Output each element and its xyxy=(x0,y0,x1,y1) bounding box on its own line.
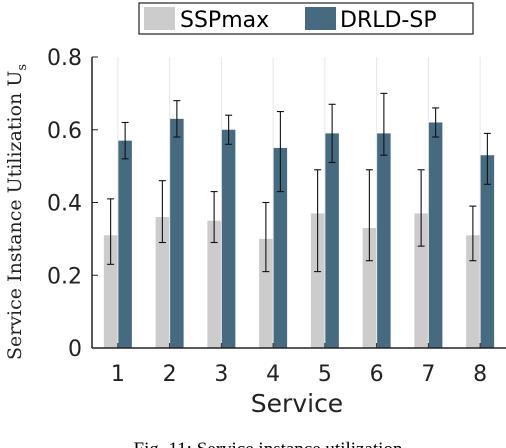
x-tick-label: 5 xyxy=(318,362,332,387)
legend-label-sspmax: SSPmax xyxy=(180,8,269,33)
bars xyxy=(103,118,495,349)
bar-sspmax-2 xyxy=(155,217,170,348)
error-bars xyxy=(107,92,491,273)
y-tick-label: 0.8 xyxy=(47,46,82,71)
bar-drld-sp-4 xyxy=(273,147,288,348)
x-tick-label: 4 xyxy=(266,362,280,387)
x-tick-label: 3 xyxy=(214,362,228,387)
figure-caption: Fig. 11: Service instance utilization xyxy=(134,439,403,448)
legend-label-drld-sp: DRLD-SP xyxy=(340,8,437,33)
bar-drld-sp-8 xyxy=(480,155,495,348)
x-axis-label: Service xyxy=(251,389,343,418)
axes xyxy=(91,57,506,349)
x-tick-label: 2 xyxy=(163,362,177,387)
error-bar xyxy=(107,198,115,265)
error-bar xyxy=(380,92,388,156)
bar-sspmax-8 xyxy=(466,235,480,348)
bar-sspmax-6 xyxy=(362,227,377,348)
y-tick-label: 0 xyxy=(68,337,82,362)
legend-swatch-drld-sp xyxy=(305,7,336,30)
error-bar xyxy=(314,169,322,273)
bar-drld-sp-2 xyxy=(170,118,184,349)
bar-drld-sp-3 xyxy=(221,129,236,348)
error-bar xyxy=(417,169,425,247)
y-tick-label: 0.2 xyxy=(47,264,82,289)
error-bar xyxy=(173,100,181,138)
bar-sspmax-4 xyxy=(259,238,273,348)
bar-drld-sp-5 xyxy=(325,133,339,348)
error-bar xyxy=(262,201,270,273)
error-bar xyxy=(225,114,233,145)
y-tick-labels: 0 0.2 0.4 0.6 0.8 xyxy=(47,46,98,362)
bar-drld-sp-6 xyxy=(377,133,391,348)
x-tick-label: 6 xyxy=(370,362,384,387)
bar-sspmax-1 xyxy=(103,235,118,348)
y-tick-label: 0.4 xyxy=(47,192,82,217)
error-bar xyxy=(121,121,129,160)
error-bar xyxy=(432,107,440,138)
bar-sspmax-5 xyxy=(310,213,325,348)
bar-drld-sp-7 xyxy=(428,122,443,348)
y-tick-label: 0.6 xyxy=(47,119,82,144)
error-bar xyxy=(210,191,218,244)
legend-swatch-sspmax xyxy=(144,7,175,30)
bar-sspmax-3 xyxy=(207,220,221,348)
error-bar xyxy=(328,103,336,164)
y-axis-label: Service Instance Utilization Us xyxy=(4,64,30,360)
error-bar xyxy=(276,111,284,193)
error-bar xyxy=(365,169,373,262)
legend: SSPmax DRLD-SP xyxy=(138,2,474,35)
error-bar xyxy=(483,132,491,185)
x-tick-label: 1 xyxy=(111,362,125,387)
x-tick-label: 8 xyxy=(473,362,487,387)
bar-sspmax-7 xyxy=(414,213,428,348)
x-tick-label: 7 xyxy=(421,362,435,387)
bar-drld-sp-1 xyxy=(118,140,132,348)
x-tick-labels: 1 2 3 4 5 6 7 8 xyxy=(111,343,487,387)
error-bar xyxy=(469,205,477,262)
grid-lines xyxy=(117,57,481,348)
error-bar xyxy=(158,180,166,244)
